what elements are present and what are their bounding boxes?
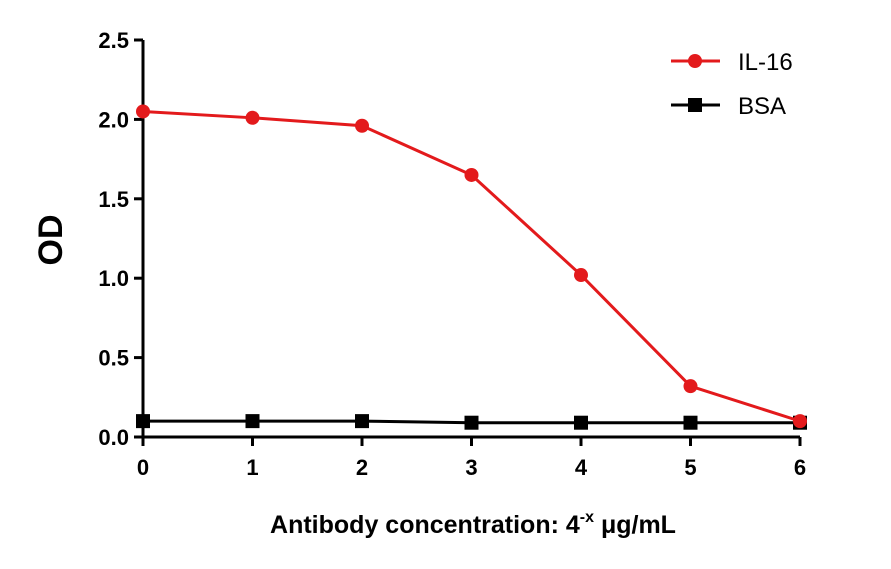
- legend-marker: [688, 54, 702, 68]
- y-axis-title: OD: [32, 215, 70, 266]
- series-bsa: [136, 414, 807, 430]
- x-axis-title-unit: μg/mL: [594, 511, 676, 539]
- x-tick-label: 5: [684, 455, 696, 480]
- y-ticks: 0.0 0.5 1.0 1.5 2.0 2.5: [98, 28, 143, 450]
- data-point: [793, 414, 807, 429]
- x-tick-label: 3: [465, 455, 477, 480]
- data-point: [136, 414, 150, 429]
- data-point: [355, 414, 369, 429]
- data-point: [245, 110, 260, 125]
- data-point: [683, 415, 698, 430]
- data-point: [136, 104, 150, 119]
- x-axis-title: Antibody concentration: 4-x μg/mL: [270, 509, 676, 539]
- y-tick-label: 0.5: [98, 346, 129, 371]
- series-layer: [136, 104, 807, 430]
- y-tick-label: 1.0: [98, 266, 129, 291]
- y-tick-label: 1.5: [98, 187, 129, 212]
- data-point: [464, 415, 479, 430]
- series-line: [142, 109, 801, 423]
- legend-item: BSA: [671, 93, 786, 120]
- data-point: [355, 118, 369, 133]
- legend-label: BSA: [738, 93, 786, 120]
- data-point: [574, 268, 588, 283]
- x-tick-label: 4: [575, 455, 588, 480]
- legend-marker: [688, 98, 702, 112]
- x-tick-label: 1: [246, 455, 258, 480]
- data-point: [464, 167, 479, 182]
- y-tick-label: 2.0: [98, 107, 129, 132]
- x-tick-label: 2: [356, 455, 368, 480]
- axes: 0.0 0.5 1.0 1.5 2.0 2.5 0 1 2 3 4 5 6: [98, 28, 806, 480]
- series-il-16: [136, 104, 807, 429]
- x-tick-label: 0: [137, 455, 149, 480]
- y-tick-label: 2.5: [98, 28, 129, 53]
- x-axis-title-superscript: -x: [580, 509, 594, 526]
- legend-label: IL-16: [738, 49, 793, 76]
- legend-item: IL-16: [671, 49, 793, 76]
- data-point: [683, 379, 698, 394]
- x-ticks: 0 1 2 3 4 5 6: [137, 437, 806, 480]
- y-tick-label: 0.0: [98, 425, 129, 450]
- data-point: [574, 415, 588, 430]
- data-point: [245, 414, 260, 429]
- x-axis-title-main: Antibody concentration: 4: [270, 511, 580, 539]
- x-tick-label: 6: [794, 455, 806, 480]
- legend: IL-16 BSA: [671, 49, 793, 120]
